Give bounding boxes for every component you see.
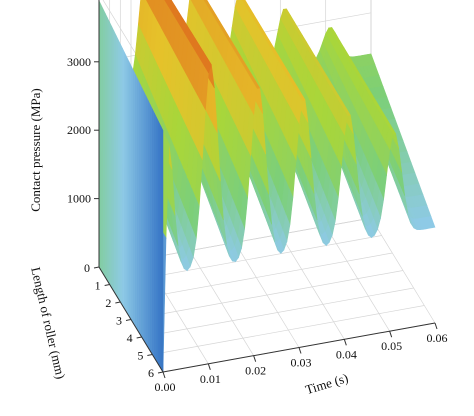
- x-tick-label: 0.04: [336, 347, 357, 361]
- grid-y-floor: [152, 305, 425, 355]
- y-tick-label: 2: [105, 296, 111, 310]
- surface-front-face: [141, 87, 145, 342]
- surface-front-face: [113, 30, 117, 296]
- surface-front-face: [137, 78, 140, 335]
- x-axis-label: Time (s): [303, 370, 349, 397]
- surface-front-face: [109, 22, 113, 289]
- surface-front-face: [130, 65, 134, 324]
- z-axis-label: Contact pressure (MPa): [28, 88, 43, 211]
- surface-front-face: [147, 100, 151, 352]
- z-axis-ticks: 10002000300040005000: [67, 0, 99, 206]
- y-tick-mark: [104, 284, 110, 286]
- surface-front-face: [122, 48, 125, 310]
- x-tick-mark: [253, 355, 257, 362]
- surface-front-face: [128, 61, 132, 321]
- x-tick-label: 0.02: [245, 364, 266, 378]
- x-tick-label: 0.05: [381, 339, 402, 353]
- surface-front-face: [100, 4, 104, 275]
- y-tick-mark: [115, 301, 121, 304]
- y-tick-label: 1: [95, 279, 101, 293]
- grid-y-floor: [141, 287, 414, 338]
- y-tick-mark: [147, 354, 153, 356]
- z-tick-label: 2000: [67, 123, 91, 137]
- y-tick-mark: [136, 336, 142, 339]
- surface-front-face: [152, 108, 155, 359]
- y-axis-label: Length of roller (mm): [28, 266, 68, 381]
- surface-front-face: [158, 121, 162, 370]
- surface-front-face: [149, 104, 153, 356]
- surface-front-face: [107, 17, 110, 286]
- y-tick-mark: [157, 371, 164, 374]
- x-tick-mark: [389, 331, 393, 338]
- x-tick-mark: [343, 339, 347, 346]
- y-tick-mark: [125, 319, 132, 321]
- grid-y-floor: [130, 270, 404, 320]
- surface-front-face: [124, 52, 127, 314]
- surface-front-face: [145, 95, 149, 349]
- surface-front-face: [126, 56, 130, 317]
- surface-front-face: [120, 43, 123, 307]
- surface-front-face: [139, 82, 142, 338]
- surface-front-face: [156, 117, 159, 366]
- x-tick-mark: [434, 322, 438, 330]
- surface-front-face: [132, 69, 136, 328]
- grid-y-floor: [120, 252, 393, 303]
- pressure-surface: [98, 0, 436, 374]
- y-tick-label: 5: [137, 349, 143, 363]
- surface-front-face: [115, 35, 119, 300]
- z-tick-label: 1000: [67, 192, 91, 206]
- x-tick-label: 0.01: [200, 372, 221, 386]
- surface-front-face: [160, 125, 164, 373]
- x-axis-ticks: 0.00 0.01 0.02 0.03 0.04 0.05 0.06: [155, 322, 448, 394]
- surface-front-face: [111, 26, 115, 293]
- x-tick-mark: [298, 347, 302, 354]
- x-tick-mark: [207, 363, 211, 370]
- surface-front-face: [143, 91, 147, 345]
- surface-front-face: [103, 9, 106, 279]
- y-tick-label: 3: [116, 314, 122, 328]
- surface-front-face: [154, 112, 157, 363]
- y-tick-label: 4: [127, 331, 133, 345]
- surface-front-face: [117, 39, 121, 303]
- y-tick-label: 0: [84, 261, 90, 275]
- x-tick-label: 0.03: [291, 356, 312, 370]
- surface-front-face: [135, 74, 138, 331]
- x-tick-label: 0.00: [155, 380, 176, 394]
- surface-front-face: [105, 13, 108, 282]
- x-tick-mark: [162, 371, 166, 379]
- x-tick-label: 0.06: [427, 331, 448, 345]
- y-tick-label: 6: [148, 366, 154, 380]
- z-tick-label: 3000: [67, 55, 91, 69]
- y-tick-mark: [93, 266, 100, 269]
